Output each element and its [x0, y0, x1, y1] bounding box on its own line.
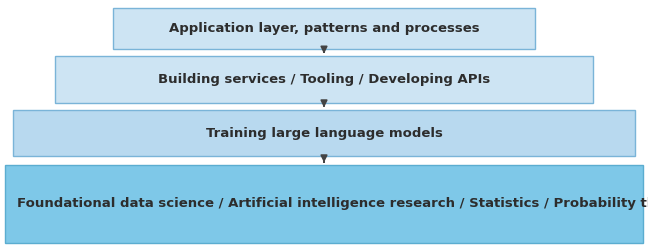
- Text: Foundational data science / Artificial intelligence research / Statistics / Prob: Foundational data science / Artificial i…: [17, 197, 648, 210]
- FancyBboxPatch shape: [55, 56, 593, 102]
- Text: Training large language models: Training large language models: [205, 126, 443, 140]
- FancyBboxPatch shape: [5, 165, 643, 242]
- Text: Application layer, patterns and processes: Application layer, patterns and processe…: [168, 22, 480, 34]
- FancyBboxPatch shape: [113, 8, 535, 49]
- FancyBboxPatch shape: [13, 110, 635, 156]
- Text: Building services / Tooling / Developing APIs: Building services / Tooling / Developing…: [158, 73, 490, 86]
